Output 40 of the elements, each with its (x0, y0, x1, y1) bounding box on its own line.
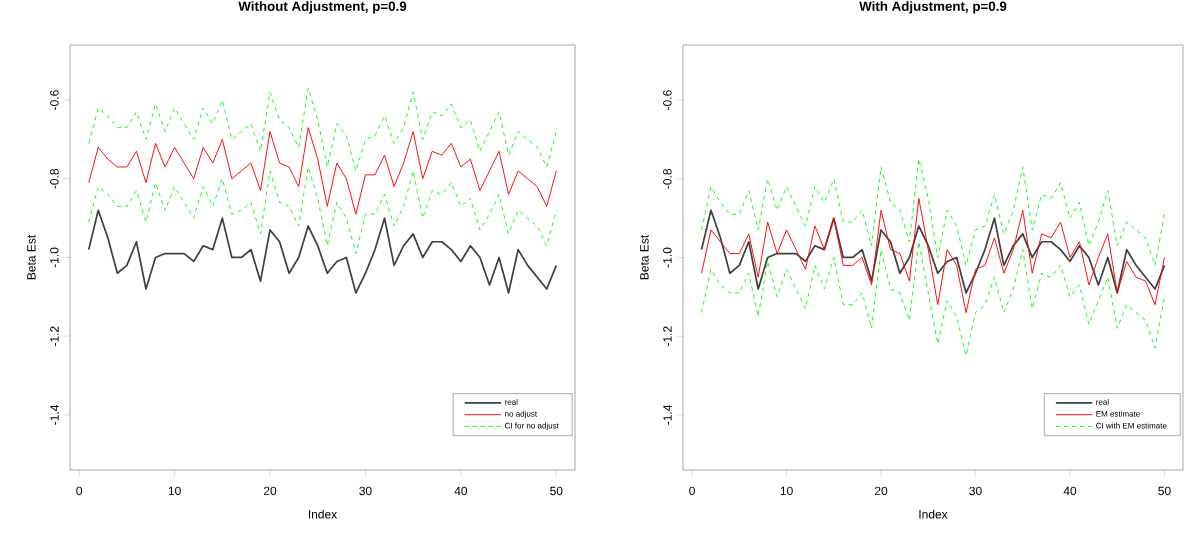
legend-label: CI for no adjust (505, 422, 559, 431)
y-tick-label: -0.8 (663, 168, 672, 189)
x-tick-label: 10 (168, 486, 181, 496)
line-series (88, 87, 557, 172)
line-series (88, 127, 557, 215)
x-tick-label: 40 (1063, 486, 1077, 496)
x-axis-title: Index (919, 509, 948, 519)
line-series (88, 166, 557, 255)
y-tick-label: -0.6 (50, 90, 59, 110)
x-tick-label: 50 (1158, 486, 1171, 496)
x-tick-label: 0 (689, 486, 695, 496)
legend-label: CI with EM estimate (1096, 422, 1167, 429)
x-tick-label: 0 (76, 486, 83, 496)
legend-label: real (1096, 398, 1109, 405)
x-tick-label: 10 (780, 486, 793, 496)
legend-label: real (505, 398, 518, 405)
x-tick-label: 20 (263, 486, 277, 496)
chart-title: Without Adjustment, p=0.9 (238, 1, 407, 14)
x-tick-label: 40 (454, 486, 468, 496)
y-axis-title: Beta Est (27, 234, 36, 280)
line-series (701, 158, 1165, 266)
x-tick-label: 30 (359, 486, 372, 496)
y-tick-label: -1.2 (50, 326, 59, 346)
x-tick-label: 30 (969, 486, 982, 496)
y-tick-label: -1.0 (50, 247, 59, 268)
line-series (701, 241, 1165, 357)
y-tick-label: -1.0 (663, 247, 672, 268)
y-tick-label: -1.4 (663, 404, 672, 425)
x-axis-title: Index (308, 509, 338, 519)
line-series (701, 197, 1165, 314)
chart-title: With Adjustment, p=0.9 (859, 1, 1007, 14)
y-tick-label: -0.8 (50, 168, 59, 189)
y-axis-title: Beta Est (640, 234, 649, 280)
legend-label: EM estimate (1096, 410, 1140, 417)
x-tick-label: 50 (550, 486, 563, 496)
x-tick-label: 20 (874, 486, 888, 496)
y-tick-label: -0.6 (663, 90, 672, 110)
y-tick-label: -1.4 (50, 404, 59, 425)
legend-label: no adjust (505, 410, 538, 419)
y-tick-label: -1.2 (663, 326, 672, 346)
